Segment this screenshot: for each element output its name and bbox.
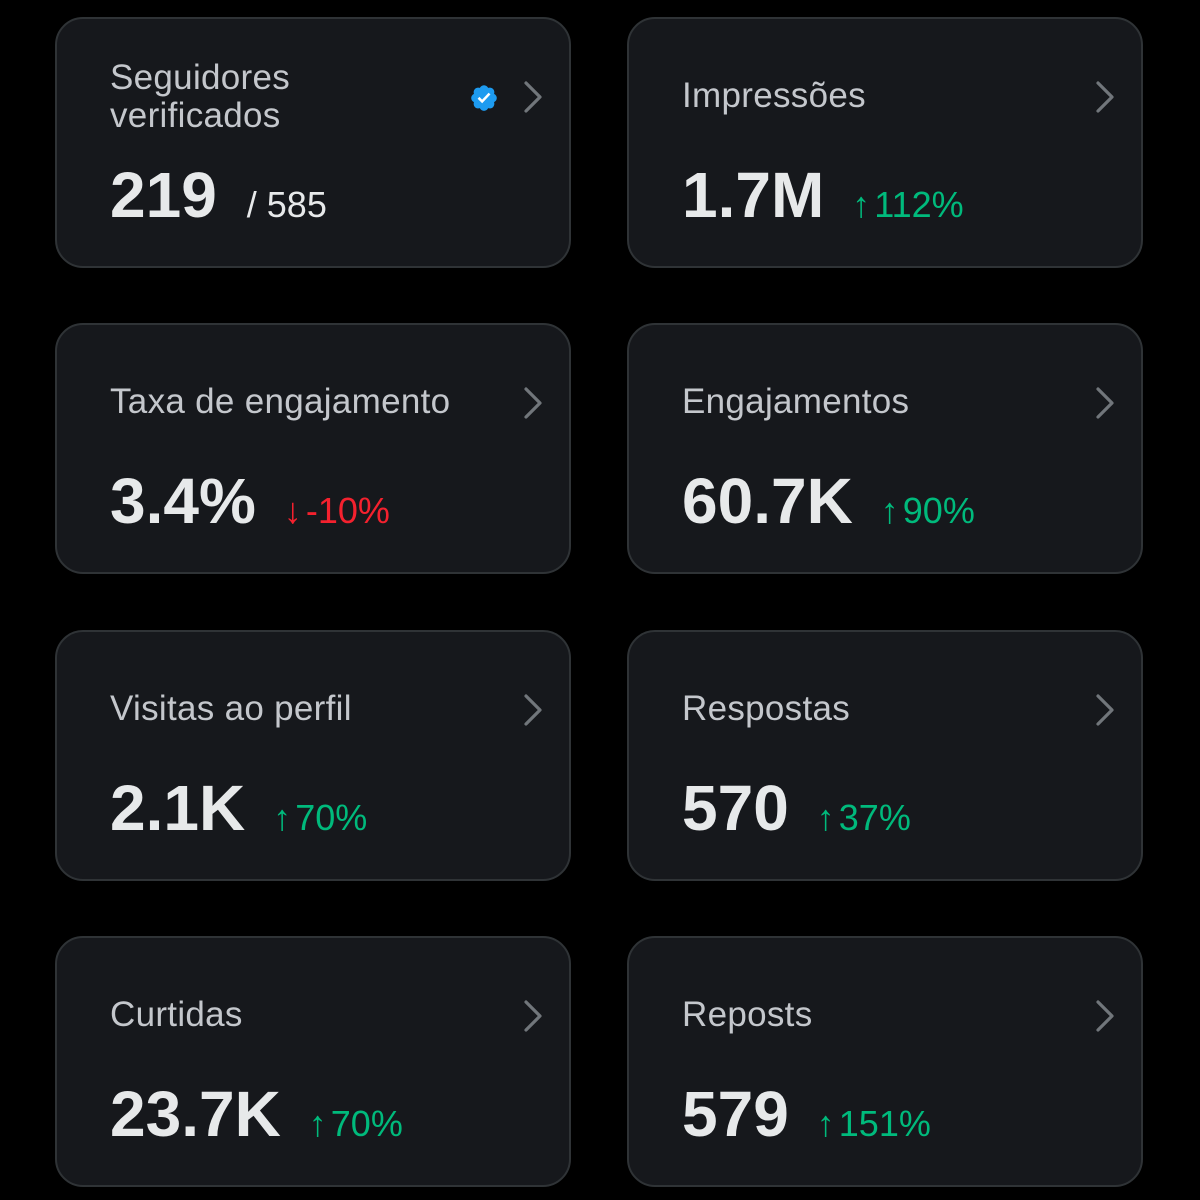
change-value: 90%: [902, 490, 975, 531]
change-value: 151%: [838, 1103, 931, 1144]
metric-value: 579: [682, 1078, 789, 1150]
chevron-right-icon[interactable]: [1093, 79, 1117, 115]
card-title: Visitas ao perfil: [110, 689, 352, 728]
metric-row: 2.1K ↑ 70%: [110, 772, 367, 844]
card-title: Curtidas: [110, 995, 243, 1034]
metric-change: ↑ 37%: [817, 797, 911, 839]
metric-change: ↑ 70%: [309, 1103, 403, 1145]
arrow-up-icon: ↑: [852, 184, 871, 225]
chevron-right-icon[interactable]: [1093, 385, 1117, 421]
metric-row: 1.7M ↑ 112%: [682, 159, 964, 231]
card-impressions[interactable]: Impressões 1.7M ↑ 112%: [627, 17, 1143, 268]
arrow-down-icon: ↓: [283, 490, 302, 531]
metric-change: ↑ 112%: [852, 184, 963, 226]
change-value: 70%: [330, 1103, 403, 1144]
metric-change: ↑ 70%: [273, 797, 367, 839]
metric-row: 60.7K ↑ 90%: [682, 465, 975, 537]
verified-badge-icon: [471, 85, 497, 111]
card-reposts[interactable]: Reposts 579 ↑ 151%: [627, 936, 1143, 1187]
card-title: Impressões: [682, 76, 866, 115]
arrow-up-icon: ↑: [880, 490, 899, 531]
arrow-up-icon: ↑: [816, 797, 835, 838]
card-engagement-rate[interactable]: Taxa de engajamento 3.4% ↓ -10%: [55, 323, 571, 574]
metric-value: 23.7K: [110, 1078, 281, 1150]
card-title: Respostas: [682, 689, 851, 728]
metric-value: 3.4%: [110, 465, 256, 537]
card-likes[interactable]: Curtidas 23.7K ↑ 70%: [55, 936, 571, 1187]
chevron-right-icon[interactable]: [1093, 692, 1117, 728]
card-title: Engajamentos: [682, 382, 910, 421]
card-title: Reposts: [682, 995, 813, 1034]
card-verified-followers[interactable]: Seguidores verificados 219 / 585: [55, 17, 571, 268]
metric-value: 2.1K: [110, 772, 246, 844]
chevron-right-icon[interactable]: [521, 998, 545, 1034]
metric-value: 1.7M: [682, 159, 825, 231]
change-value: 37%: [838, 797, 911, 838]
metric-row: 579 ↑ 151%: [682, 1078, 931, 1150]
arrow-up-icon: ↑: [273, 797, 292, 838]
card-title: Seguidores verificados: [110, 58, 291, 135]
metric-row: 3.4% ↓ -10%: [110, 465, 390, 537]
card-engagements[interactable]: Engajamentos 60.7K ↑ 90%: [627, 323, 1143, 574]
arrow-up-icon: ↑: [308, 1103, 327, 1144]
metric-row: 570 ↑ 37%: [682, 772, 911, 844]
card-title: Taxa de engajamento: [110, 382, 451, 421]
metric-value: 570: [682, 772, 789, 844]
change-value: -10%: [305, 490, 390, 531]
chevron-right-icon[interactable]: [521, 79, 545, 115]
chevron-right-icon[interactable]: [521, 385, 545, 421]
chevron-right-icon[interactable]: [521, 692, 545, 728]
metric-row: 219 / 585: [110, 159, 327, 231]
metric-value: 60.7K: [682, 465, 853, 537]
change-value: 70%: [295, 797, 368, 838]
card-profile-visits[interactable]: Visitas ao perfil 2.1K ↑ 70%: [55, 630, 571, 881]
metric-total: / 585: [246, 184, 327, 225]
metric-change: ↑ 151%: [817, 1103, 931, 1145]
change-value: 112%: [874, 184, 964, 225]
chevron-right-icon[interactable]: [1093, 998, 1117, 1034]
metric-change: ↓ -10%: [284, 490, 390, 532]
metric-change: ↑ 90%: [881, 490, 975, 532]
metric-value: 219: [110, 159, 217, 231]
card-replies[interactable]: Respostas 570 ↑ 37%: [627, 630, 1143, 881]
arrow-up-icon: ↑: [816, 1103, 835, 1144]
metric-row: 23.7K ↑ 70%: [110, 1078, 403, 1150]
